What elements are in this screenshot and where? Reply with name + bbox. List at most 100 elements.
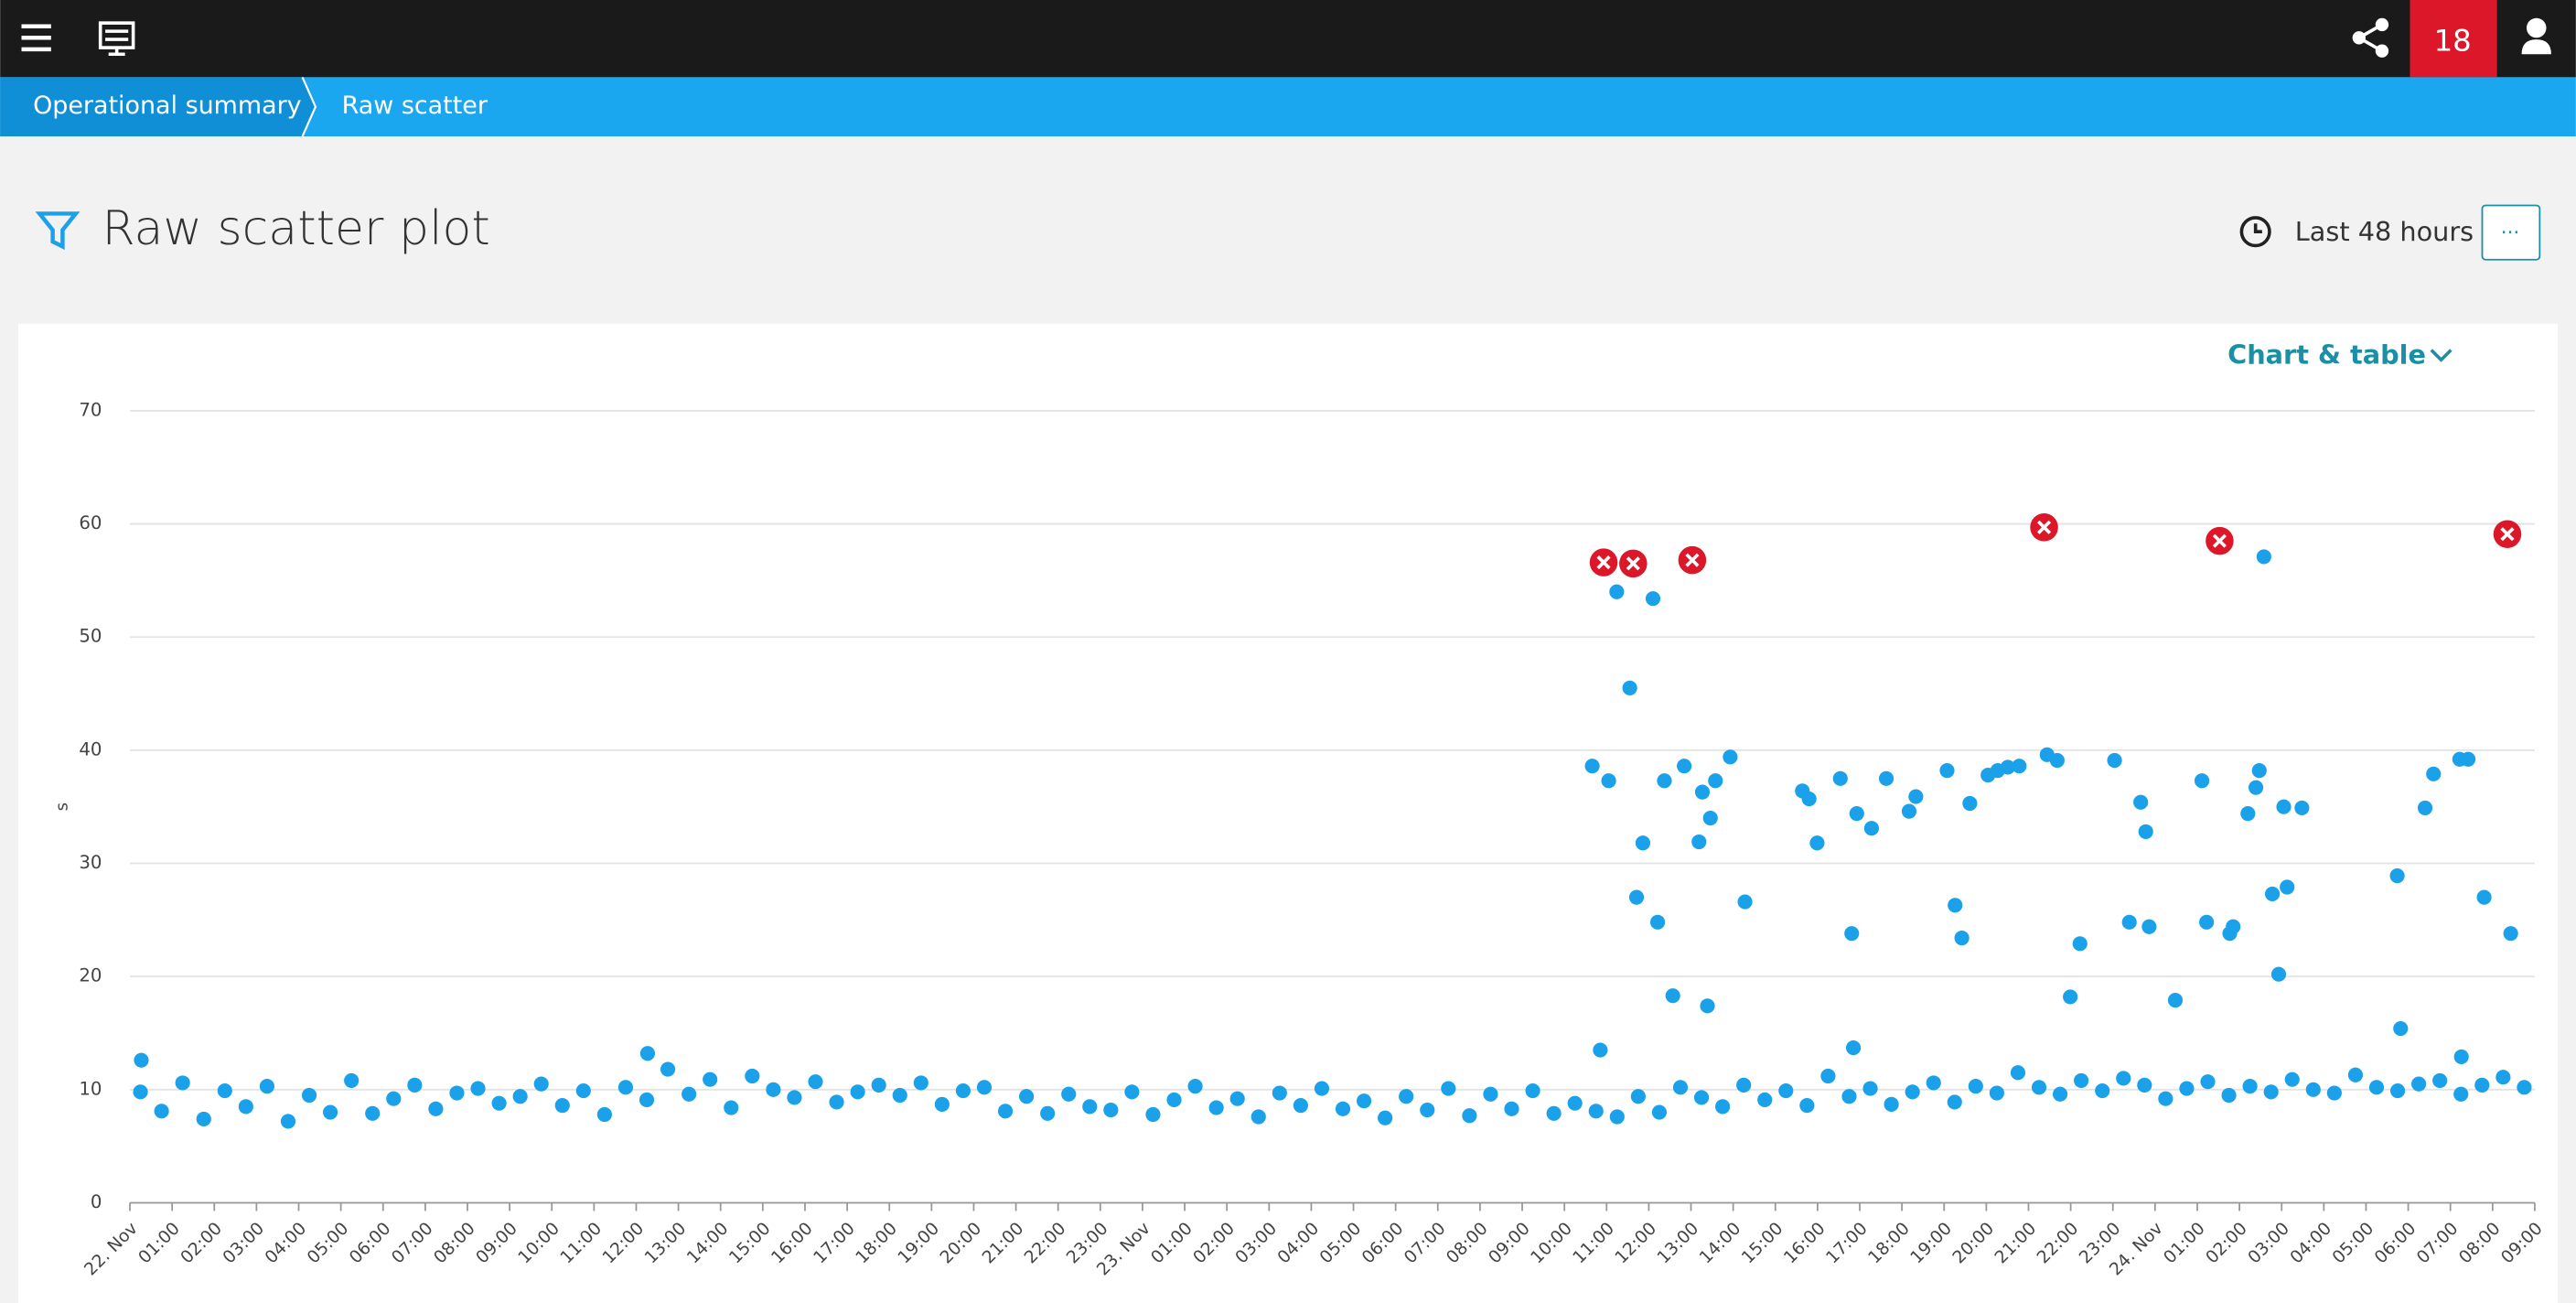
error-cross bbox=[2212, 533, 2227, 548]
time-range[interactable]: Last 48 hours bbox=[2295, 216, 2474, 247]
scatter-point bbox=[2242, 1079, 2258, 1094]
y-tick-label: 30 bbox=[79, 852, 102, 873]
scatter-point bbox=[976, 1080, 993, 1095]
scatter-point bbox=[133, 1084, 148, 1100]
scatter-point bbox=[344, 1072, 360, 1089]
filter-icon[interactable] bbox=[35, 211, 80, 250]
view-selector[interactable]: Chart & table bbox=[2227, 339, 2426, 371]
scatter-point bbox=[1145, 1106, 1161, 1123]
scatter-point bbox=[2270, 966, 2287, 982]
scatter-point bbox=[766, 1082, 781, 1097]
scatter-point bbox=[1040, 1105, 1056, 1121]
scatter-point bbox=[1399, 1089, 1414, 1104]
breadcrumb-current: Raw scatter bbox=[342, 92, 488, 120]
scatter-point bbox=[1208, 1100, 1224, 1115]
scatter-point bbox=[660, 1061, 676, 1077]
scatter-point bbox=[323, 1104, 338, 1120]
scatter-point bbox=[1677, 759, 1692, 774]
scatter-point bbox=[1737, 894, 1753, 910]
scatter-point bbox=[2072, 936, 2088, 952]
scatter-point bbox=[1908, 789, 1924, 804]
scatter-point bbox=[703, 1071, 718, 1087]
scatter-point bbox=[1846, 1039, 1862, 1056]
scatter-point bbox=[2095, 1082, 2110, 1099]
scatter-point bbox=[2141, 919, 2157, 934]
top-bar bbox=[0, 0, 2576, 78]
scatter-point bbox=[1939, 763, 1955, 779]
scatter-point bbox=[892, 1087, 907, 1104]
more-button[interactable] bbox=[2481, 204, 2541, 261]
error-cross bbox=[2036, 520, 2052, 534]
scatter-point bbox=[1657, 773, 1672, 789]
scatter-point bbox=[1124, 1084, 1140, 1100]
scatter-point bbox=[575, 1082, 591, 1099]
scatter-point bbox=[2251, 763, 2267, 779]
scatter-point bbox=[2263, 1084, 2279, 1100]
scatter-point bbox=[934, 1096, 950, 1112]
error-marker bbox=[2493, 520, 2522, 548]
scatter-point bbox=[2393, 1020, 2409, 1037]
notification-count[interactable]: 18 bbox=[2434, 24, 2472, 59]
scatter-point bbox=[1905, 1084, 1920, 1100]
y-tick-label: 40 bbox=[79, 738, 102, 759]
scatter-point bbox=[1272, 1085, 1287, 1101]
scatter-point bbox=[1630, 1089, 1646, 1104]
scatter-point bbox=[386, 1091, 402, 1106]
scatter-point bbox=[2240, 806, 2256, 822]
scatter-point bbox=[1650, 914, 1666, 930]
scatter-point bbox=[154, 1104, 169, 1119]
dropdown-arrow[interactable] bbox=[2430, 349, 2453, 362]
scatter-point bbox=[2284, 1071, 2300, 1087]
chart-panel bbox=[17, 323, 2559, 1303]
scatter-point bbox=[596, 1106, 612, 1123]
scatter-point bbox=[808, 1074, 823, 1090]
clock-icon bbox=[2239, 216, 2271, 248]
scatter-point bbox=[1841, 1089, 1857, 1104]
menu-icon[interactable] bbox=[21, 24, 51, 52]
scatter-point bbox=[2158, 1091, 2174, 1106]
scatter-point bbox=[2133, 794, 2149, 810]
scatter-point bbox=[1293, 1098, 1308, 1114]
error-cross bbox=[1596, 555, 1611, 570]
scatter-point bbox=[2121, 914, 2137, 930]
scatter-point bbox=[2453, 1049, 2469, 1065]
scatter-point bbox=[871, 1077, 886, 1093]
scatter-point bbox=[2460, 751, 2476, 767]
breadcrumb-link[interactable]: Operational summary bbox=[33, 92, 302, 120]
scatter-point bbox=[2426, 766, 2442, 781]
scatter-point bbox=[2503, 926, 2518, 942]
scatter-point bbox=[2389, 868, 2405, 884]
more-button-label[interactable]: ··· bbox=[2501, 221, 2520, 244]
scatter-point bbox=[1694, 784, 1711, 800]
scatter-point bbox=[175, 1075, 190, 1091]
scatter-point bbox=[1635, 835, 1651, 851]
scatter-point bbox=[2074, 1072, 2089, 1089]
y-axis-label: s bbox=[52, 802, 71, 811]
scatter-point bbox=[1778, 1082, 1794, 1099]
scatter-point bbox=[1715, 1099, 1731, 1115]
scatter-point bbox=[1832, 770, 1848, 786]
scatter-point bbox=[1609, 1109, 1625, 1125]
scatter-point bbox=[259, 1079, 274, 1094]
dashboard-icon[interactable] bbox=[98, 21, 135, 57]
notification-badge[interactable] bbox=[2410, 0, 2497, 78]
y-tick-label: 0 bbox=[91, 1191, 102, 1212]
user-icon[interactable] bbox=[2521, 17, 2551, 55]
share-icon[interactable] bbox=[2352, 17, 2389, 58]
scatter-point bbox=[1250, 1109, 1266, 1125]
scatter-point bbox=[2280, 879, 2295, 895]
scatter-point bbox=[1947, 1094, 1962, 1110]
scatter-point bbox=[2347, 1067, 2364, 1082]
scatter-point bbox=[1948, 898, 1963, 913]
scatter-point bbox=[428, 1101, 444, 1116]
scatter-point bbox=[1708, 773, 1723, 789]
scatter-point bbox=[2432, 1072, 2448, 1089]
scatter-point bbox=[134, 1052, 149, 1068]
scatter-point bbox=[955, 1082, 971, 1099]
scatter-point bbox=[1700, 998, 1715, 1014]
error-marker bbox=[1589, 548, 1618, 576]
y-tick-label: 60 bbox=[79, 512, 102, 533]
scatter-point bbox=[1844, 926, 1860, 942]
scatter-point bbox=[407, 1077, 423, 1093]
